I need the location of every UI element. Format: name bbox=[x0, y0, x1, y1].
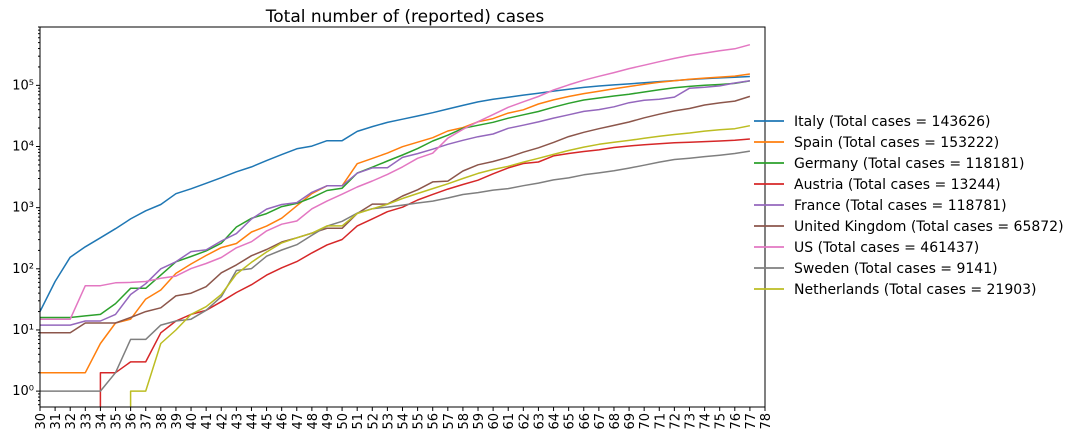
x-tick-label: 38 bbox=[155, 413, 170, 430]
y-tick-label: 10² bbox=[12, 262, 34, 277]
x-tick-label: 32 bbox=[64, 413, 79, 430]
x-tick-label: 47 bbox=[291, 413, 306, 430]
x-tick-label: 42 bbox=[215, 413, 230, 430]
y-axis: 10⁰ 10¹ 10² 10³ 10⁴ 10⁵ bbox=[12, 26, 40, 406]
x-tick-label: 67 bbox=[593, 413, 608, 430]
x-tick-label: 72 bbox=[668, 413, 683, 430]
x-tick-label: 35 bbox=[110, 413, 125, 430]
x-tick-label: 74 bbox=[699, 413, 714, 430]
x-tick-label: 53 bbox=[381, 413, 396, 430]
y-tick-label: 10³ bbox=[12, 201, 34, 216]
series-line-2 bbox=[40, 80, 751, 319]
x-tick-label: 62 bbox=[517, 413, 532, 430]
x-tick-label: 64 bbox=[548, 413, 563, 430]
x-tick-label: 57 bbox=[442, 413, 457, 430]
x-tick-label: 34 bbox=[94, 413, 109, 430]
x-axis: 30 31 32 33 34 35 36 37 38 39 40 41 42 43 44 45 46 47 48 49… bbox=[34, 407, 774, 430]
x-tick-label: 60 bbox=[487, 413, 502, 430]
y-tick-label: 10⁰ bbox=[12, 384, 34, 399]
x-tick-label: 36 bbox=[125, 413, 140, 430]
plot-lines bbox=[40, 43, 751, 407]
legend-label-2: Germany (Total cases = 118181) bbox=[794, 156, 1024, 172]
x-tick-label: 71 bbox=[653, 413, 668, 430]
x-tick-label: 76 bbox=[729, 413, 744, 430]
x-tick-label: 50 bbox=[336, 413, 351, 430]
x-tick-label: 31 bbox=[49, 413, 64, 430]
x-tick-label: 48 bbox=[306, 413, 321, 430]
x-tick-label: 73 bbox=[683, 413, 698, 430]
x-tick-label: 39 bbox=[170, 413, 185, 430]
series-line-7 bbox=[40, 150, 751, 392]
series-line-6 bbox=[40, 43, 751, 320]
x-tick-label: 63 bbox=[532, 413, 547, 430]
x-tick-label: 51 bbox=[351, 413, 366, 430]
plot-area-frame bbox=[39, 26, 766, 408]
chart-title: Total number of (reported) cases bbox=[265, 7, 545, 27]
legend-label-6: US (Total cases = 461437) bbox=[794, 240, 979, 256]
series-line-5 bbox=[40, 95, 751, 334]
x-tick-label: 46 bbox=[276, 413, 291, 430]
legend-label-8: Netherlands (Total cases = 21903) bbox=[794, 282, 1037, 298]
x-tick-label: 49 bbox=[321, 413, 336, 430]
x-tick-label: 30 bbox=[34, 413, 49, 430]
y-tick-label: 10⁴ bbox=[12, 140, 34, 155]
x-tick-label: 77 bbox=[744, 413, 759, 430]
series-line-3 bbox=[99, 138, 750, 407]
x-tick-label: 40 bbox=[185, 413, 200, 430]
x-tick-label: 44 bbox=[245, 413, 260, 430]
x-tick-label: 54 bbox=[397, 413, 412, 430]
legend-label-4: France (Total cases = 118781) bbox=[794, 198, 1007, 214]
legend-label-5: United Kingdom (Total cases = 65872) bbox=[794, 219, 1064, 235]
x-tick-label: 55 bbox=[412, 413, 427, 430]
x-tick-label: 45 bbox=[261, 413, 276, 430]
x-tick-label: 68 bbox=[608, 413, 623, 430]
x-tick-label: 43 bbox=[230, 413, 245, 430]
legend-label-7: Sweden (Total cases = 9141) bbox=[794, 261, 998, 277]
x-tick-label: 58 bbox=[457, 413, 472, 430]
legend-label-3: Austria (Total cases = 13244) bbox=[794, 177, 1001, 193]
series-line-4 bbox=[40, 80, 751, 326]
series-line-1 bbox=[40, 73, 751, 374]
x-tick-label: 61 bbox=[502, 413, 517, 430]
x-tick-label: 66 bbox=[578, 413, 593, 430]
x-tick-label: 41 bbox=[200, 413, 215, 430]
y-tick-label: 10⁵ bbox=[12, 78, 34, 93]
legend-label-0: Italy (Total cases = 143626) bbox=[794, 114, 990, 130]
x-tick-label: 37 bbox=[140, 413, 155, 430]
x-tick-label: 75 bbox=[714, 413, 729, 430]
x-tick-label: 65 bbox=[563, 413, 578, 430]
x-tick-label: 78 bbox=[759, 413, 774, 430]
series-line-8 bbox=[129, 124, 751, 407]
x-tick-label: 69 bbox=[623, 413, 638, 430]
x-tick-label: 70 bbox=[638, 413, 653, 430]
legend-label-1: Spain (Total cases = 153222) bbox=[794, 135, 999, 151]
x-tick-label: 59 bbox=[472, 413, 487, 430]
legend: Italy (Total cases = 143626) Spain (Total… bbox=[754, 114, 1064, 298]
y-tick-label: 10¹ bbox=[12, 323, 34, 338]
series-line-0 bbox=[40, 75, 750, 312]
x-tick-label: 56 bbox=[427, 413, 442, 430]
x-tick-label: 52 bbox=[366, 413, 381, 430]
x-tick-label: 33 bbox=[79, 413, 94, 430]
